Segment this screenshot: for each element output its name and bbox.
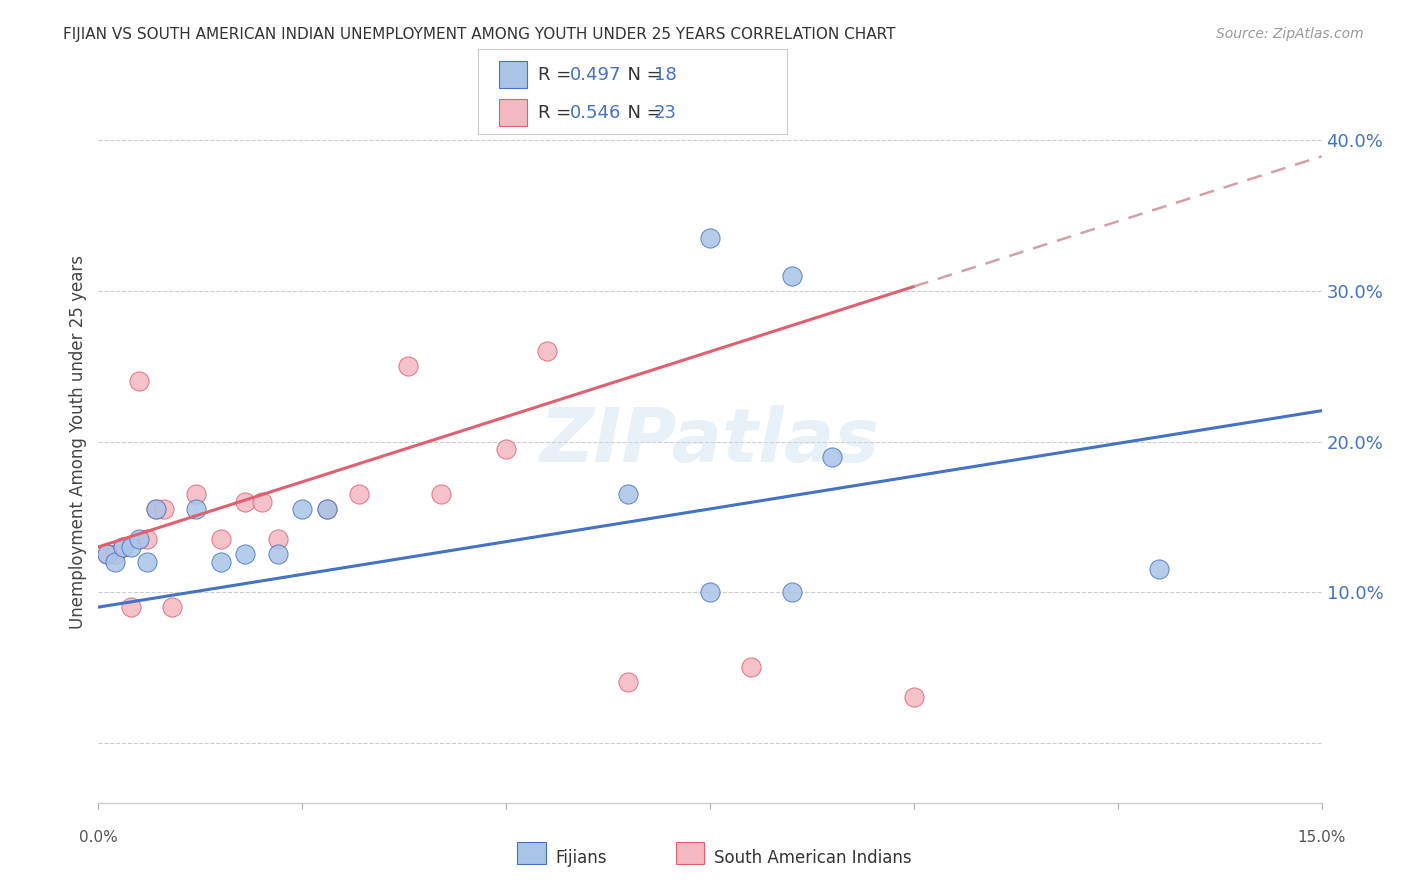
Point — [111, 540, 134, 554]
Point — [145, 502, 167, 516]
Text: R =: R = — [538, 66, 578, 84]
Text: 0.546: 0.546 — [569, 103, 621, 121]
Point — [780, 268, 803, 283]
Text: 0.497: 0.497 — [569, 66, 621, 84]
Point — [250, 494, 273, 508]
Point — [315, 502, 337, 516]
Point — [267, 533, 290, 547]
Point — [186, 487, 208, 501]
Point — [136, 533, 159, 547]
Text: South American Indians: South American Indians — [714, 849, 912, 867]
Point — [699, 585, 721, 599]
Text: N =: N = — [616, 66, 668, 84]
Text: R =: R = — [538, 103, 578, 121]
Text: Source: ZipAtlas.com: Source: ZipAtlas.com — [1216, 27, 1364, 41]
Point — [120, 600, 142, 615]
Point — [233, 494, 256, 508]
Text: 23: 23 — [654, 103, 676, 121]
Text: ZIPatlas: ZIPatlas — [540, 405, 880, 478]
Point — [136, 555, 159, 569]
Point — [209, 533, 232, 547]
Point — [209, 555, 232, 569]
Point — [495, 442, 517, 456]
Point — [780, 585, 803, 599]
Text: Fijians: Fijians — [555, 849, 607, 867]
Point — [152, 502, 174, 516]
Text: 0.0%: 0.0% — [79, 830, 118, 845]
Point — [396, 359, 419, 374]
Point — [315, 502, 337, 516]
Point — [120, 540, 142, 554]
Point — [291, 502, 314, 516]
Point — [145, 502, 167, 516]
Point — [349, 487, 371, 501]
Point — [617, 675, 640, 690]
Point — [128, 533, 150, 547]
Point — [233, 548, 256, 562]
Point — [617, 487, 640, 501]
Point — [128, 374, 150, 388]
Point — [699, 231, 721, 245]
Point — [186, 502, 208, 516]
Point — [536, 344, 558, 359]
Text: FIJIAN VS SOUTH AMERICAN INDIAN UNEMPLOYMENT AMONG YOUTH UNDER 25 YEARS CORRELAT: FIJIAN VS SOUTH AMERICAN INDIAN UNEMPLOY… — [63, 27, 896, 42]
Point — [104, 555, 127, 569]
Point — [903, 690, 925, 705]
Point — [1147, 562, 1170, 576]
Text: 18: 18 — [654, 66, 676, 84]
Point — [111, 540, 134, 554]
Point — [740, 660, 762, 674]
Point — [96, 548, 118, 562]
Point — [430, 487, 453, 501]
Point — [104, 548, 127, 562]
Text: N =: N = — [616, 103, 668, 121]
Point — [160, 600, 183, 615]
Point — [96, 548, 118, 562]
Text: 15.0%: 15.0% — [1298, 830, 1346, 845]
Point — [267, 548, 290, 562]
Point — [821, 450, 844, 464]
Y-axis label: Unemployment Among Youth under 25 years: Unemployment Among Youth under 25 years — [69, 254, 87, 629]
